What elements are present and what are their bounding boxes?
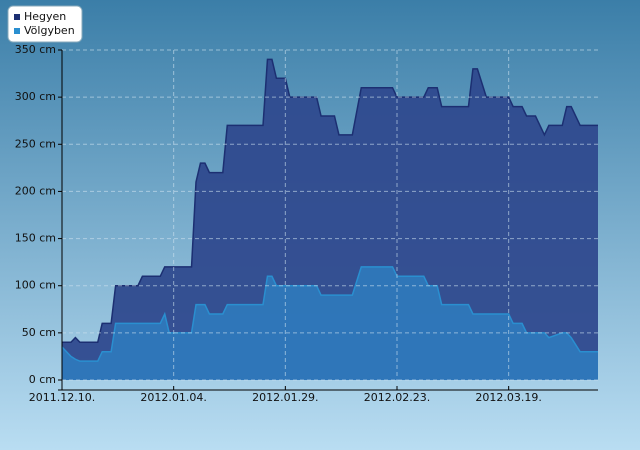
legend-swatch xyxy=(14,14,20,20)
y-tick-label: 200 cm xyxy=(15,184,56,197)
x-tick-label: 2011.12.10. xyxy=(29,391,95,404)
area-fill xyxy=(62,266,598,380)
legend-label: Völgyben xyxy=(24,24,75,37)
y-tick-label: 50 cm xyxy=(22,326,56,339)
y-tick-label: 300 cm xyxy=(15,90,56,103)
legend-swatch xyxy=(14,28,20,34)
x-tick-label: 2012.01.29. xyxy=(252,391,318,404)
area-line xyxy=(62,58,598,344)
x-tick-label: 2012.01.04. xyxy=(140,391,206,404)
y-tick-label: 250 cm xyxy=(15,137,56,150)
legend-box xyxy=(7,5,83,43)
x-tick-label: 2012.03.19. xyxy=(475,391,541,404)
x-tick-label: 2012.02.23. xyxy=(364,391,430,404)
y-tick-label: 100 cm xyxy=(15,279,56,292)
area-fill xyxy=(62,59,598,381)
legend-label: Hegyen xyxy=(24,10,66,23)
y-tick-label: 150 cm xyxy=(15,232,56,245)
y-tick-label: 350 cm xyxy=(15,43,56,56)
y-tick-label: 0 cm xyxy=(29,373,56,386)
